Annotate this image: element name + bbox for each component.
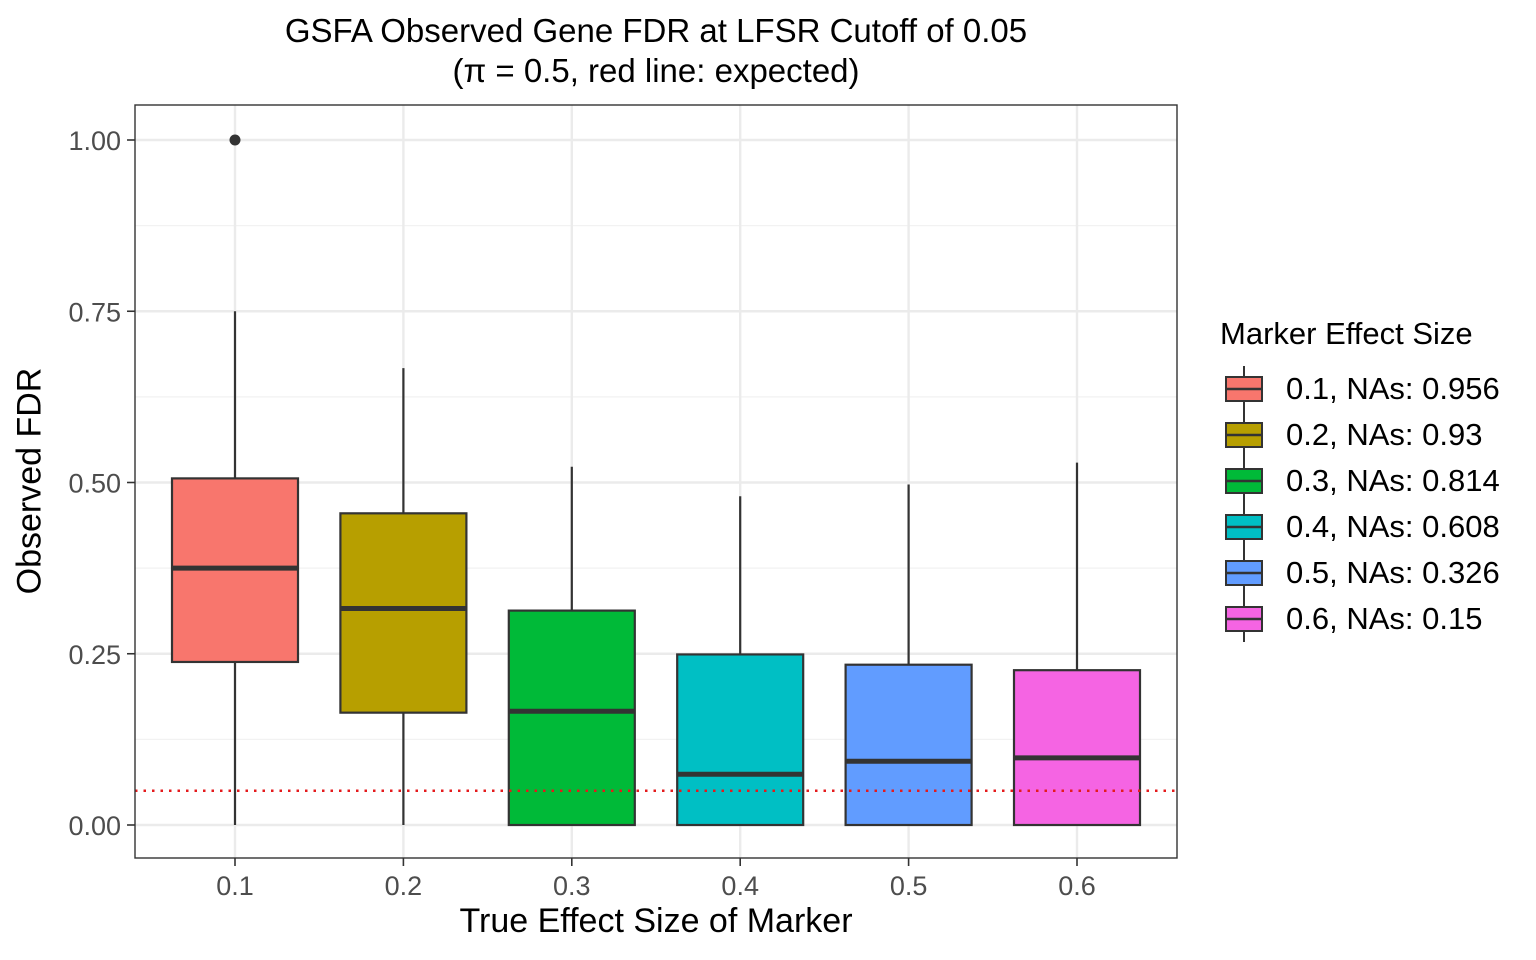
legend-key (1225, 596, 1263, 642)
legend-label: 0.5, NAs: 0.326 (1286, 555, 1500, 590)
legend-item: 0.2, NAs: 0.93 (1220, 412, 1500, 458)
legend-label: 0.3, NAs: 0.814 (1286, 463, 1500, 498)
panel-border (134, 104, 1178, 859)
chart-subtitle: (π = 0.5, red line: expected) (452, 52, 860, 89)
y-axis-title: Observed FDR (10, 367, 49, 595)
legend: Marker Effect Size 0.1, NAs: 0.956 0.2, N… (1220, 316, 1500, 642)
legend-label: 0.1, NAs: 0.956 (1286, 371, 1500, 406)
legend-item: 0.5, NAs: 0.326 (1220, 550, 1500, 596)
x-axis-title: True Effect Size of Marker (459, 902, 853, 940)
legend-key (1225, 412, 1263, 458)
legend-key (1225, 504, 1263, 550)
chart-title: GSFA Observed Gene FDR at LFSR Cutoff of… (284, 12, 1028, 49)
legend-key (1225, 366, 1263, 412)
legend-item: 0.4, NAs: 0.608 (1220, 504, 1500, 550)
x-tick-label: 0.6 (1058, 871, 1096, 901)
outlier-point (229, 134, 241, 146)
y-tick-label: 0.50 (68, 469, 121, 499)
legend-title: Marker Effect Size (1220, 316, 1473, 351)
x-tick-label: 0.1 (216, 871, 254, 901)
box-0.4 (676, 653, 805, 827)
legend-items: 0.1, NAs: 0.956 0.2, NAs: 0.93 0.3, NAs: 0… (1220, 366, 1500, 642)
legend-item: 0.6, NAs: 0.15 (1220, 596, 1500, 642)
y-tick-label: 0.75 (68, 297, 121, 327)
legend-item: 0.3, NAs: 0.814 (1220, 458, 1500, 504)
y-tick-label: 0.00 (68, 811, 121, 841)
x-tick-label: 0.5 (890, 871, 928, 901)
x-tick-label: 0.2 (385, 871, 423, 901)
legend-label: 0.4, NAs: 0.608 (1286, 509, 1500, 544)
legend-key (1225, 550, 1263, 596)
box-0.6 (1012, 669, 1142, 827)
legend-label: 0.2, NAs: 0.93 (1286, 417, 1483, 452)
y-tick-label: 0.25 (68, 640, 121, 670)
x-tick-label: 0.3 (553, 871, 591, 901)
legend-key (1225, 458, 1263, 504)
legend-label: 0.6, NAs: 0.15 (1286, 601, 1483, 636)
box-0.5 (844, 663, 973, 827)
box-0.2 (339, 512, 468, 714)
x-tick-label: 0.4 (721, 871, 759, 901)
legend-item: 0.1, NAs: 0.956 (1220, 366, 1500, 412)
y-tick-label: 1.00 (68, 126, 121, 156)
box-0.3 (507, 609, 636, 827)
